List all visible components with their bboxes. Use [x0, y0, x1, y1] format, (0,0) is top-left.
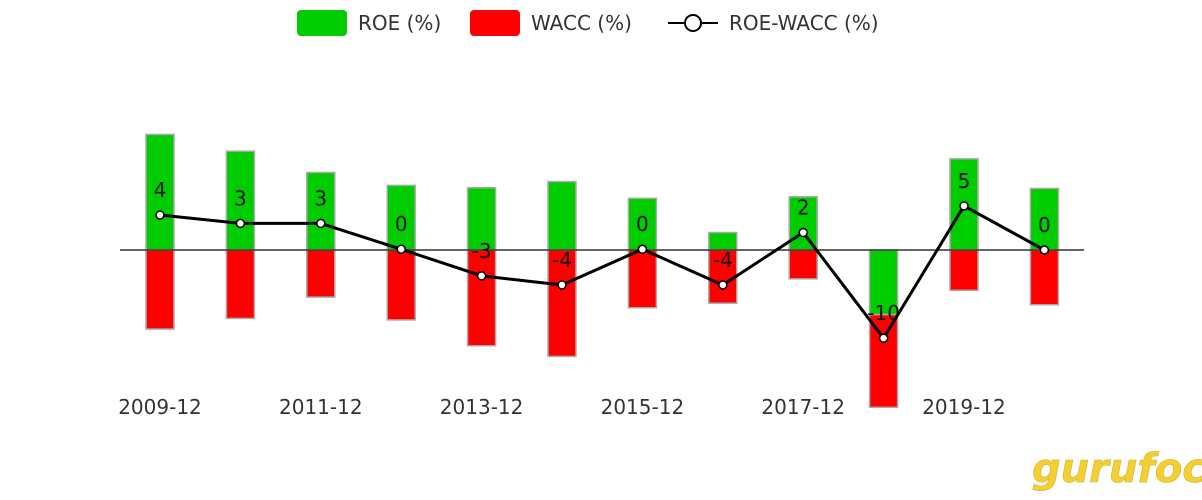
- roe-wacc-point-2018-12[interactable]: [878, 333, 889, 343]
- gurufocus-watermark: gurufocus: [1032, 446, 1202, 492]
- wacc-bar-2015-12[interactable]: [627, 249, 658, 309]
- wacc-bar-2010-12[interactable]: [225, 249, 256, 320]
- roe-bar-2018-12[interactable]: [868, 249, 899, 316]
- roe-wacc-point-2013-12[interactable]: [476, 271, 487, 281]
- wacc-bar-2020-12[interactable]: [1029, 249, 1060, 306]
- data-label-2012-12: 0: [395, 212, 408, 236]
- legend-marker-roe-wacc[interactable]: [684, 14, 702, 32]
- wacc-bar-2009-12[interactable]: [145, 249, 175, 330]
- x-tick-label-2015-12: 2015-12: [601, 395, 685, 419]
- roe-wacc-point-2019-12[interactable]: [959, 201, 969, 211]
- roe-wacc-point-2012-12[interactable]: [396, 244, 406, 254]
- data-label-2014-12: -4: [552, 248, 572, 272]
- data-label-2016-12: -4: [713, 248, 733, 272]
- wacc-bar-2011-12[interactable]: [306, 249, 336, 298]
- roe-wacc-point-2011-12[interactable]: [316, 218, 326, 229]
- x-axis-tick-labels: 2009-12 2011-12 2013-12 2015-12 2017-12 2019-…: [118, 395, 1006, 419]
- data-label-2020-12: 0: [1038, 213, 1051, 237]
- x-tick-label-2019-12: 2019-12: [922, 395, 1006, 419]
- legend-swatch-roe[interactable]: [297, 10, 347, 36]
- roe-wacc-point-2009-12[interactable]: [155, 210, 165, 220]
- roe-wacc-line: [159, 204, 1046, 340]
- roe-bar-2020-12[interactable]: [1029, 187, 1060, 251]
- roe-wacc-point-2016-12[interactable]: [718, 280, 728, 290]
- legend-label-roe[interactable]: ROE (%): [358, 11, 441, 35]
- data-label-2019-12: 5: [958, 169, 971, 193]
- roe-bar-2010-12[interactable]: [225, 150, 256, 251]
- roe-wacc-point-2015-12[interactable]: [637, 244, 648, 254]
- roe-wacc-point-2017-12[interactable]: [798, 227, 808, 238]
- roe-wacc-point-2020-12[interactable]: [1039, 245, 1050, 255]
- roe-bar-2011-12[interactable]: [306, 171, 336, 251]
- roe-bars: [145, 133, 1060, 316]
- legend-label-wacc[interactable]: WACC (%): [531, 11, 632, 35]
- wacc-bar-2017-12[interactable]: [788, 249, 818, 280]
- legend: ROE (%) WACC (%) ROE-WACC (%): [297, 10, 879, 36]
- data-label-2017-12: 2: [797, 196, 810, 220]
- x-tick-label-2013-12: 2013-12: [440, 395, 524, 419]
- wacc-bar-2019-12[interactable]: [949, 249, 979, 292]
- wacc-bar-2012-12[interactable]: [386, 249, 416, 321]
- roe-bar-2017-12[interactable]: [788, 196, 818, 251]
- roe-wacc-points: [155, 201, 1050, 343]
- roe-wacc-point-2014-12[interactable]: [557, 280, 567, 290]
- wacc-bar-2018-12[interactable]: [868, 313, 899, 409]
- x-tick-label-2017-12: 2017-12: [761, 395, 845, 419]
- x-tick-label-2011-12: 2011-12: [279, 395, 363, 419]
- data-label-2011-12: 3: [314, 186, 327, 210]
- legend-label-roe-wacc[interactable]: ROE-WACC (%): [729, 11, 879, 35]
- roe-bar-2014-12[interactable]: [547, 180, 577, 251]
- data-label-2010-12: 3: [234, 186, 247, 210]
- legend-swatch-wacc[interactable]: [470, 10, 520, 36]
- wacc-bar-2013-12[interactable]: [466, 249, 497, 347]
- roe-wacc-point-2010-12[interactable]: [235, 218, 246, 229]
- x-tick-label-2009-12: 2009-12: [118, 395, 202, 419]
- data-label-2009-12: 4: [154, 178, 167, 202]
- data-label-2015-12: 0: [636, 212, 649, 236]
- data-label-2013-12: -3: [472, 239, 492, 263]
- roe-bar-2013-12[interactable]: [466, 186, 497, 251]
- wacc-bar-2016-12[interactable]: [708, 249, 738, 304]
- roe-bar-2015-12[interactable]: [627, 197, 658, 251]
